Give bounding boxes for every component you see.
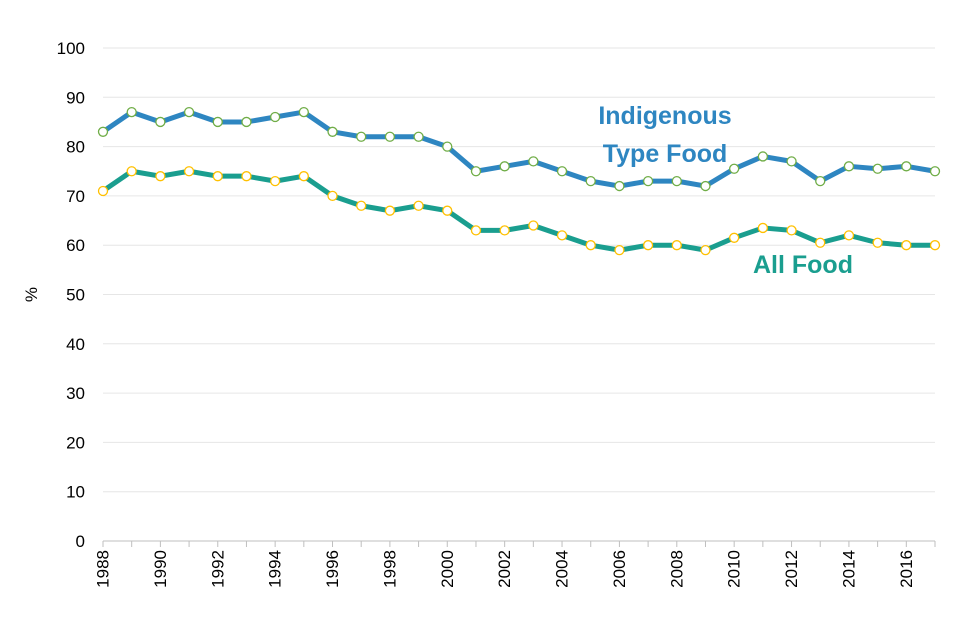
data-point xyxy=(499,225,510,236)
data-point xyxy=(872,237,883,248)
data-point xyxy=(929,240,941,251)
y-tick-label: 40 xyxy=(66,335,85,354)
data-point xyxy=(671,175,682,187)
data-point xyxy=(642,240,654,251)
series-all-food xyxy=(97,166,941,256)
x-tick-label: 2014 xyxy=(839,550,858,588)
x-tick-label: 1988 xyxy=(94,550,113,588)
data-point xyxy=(499,161,510,172)
series-labels: Indigenous Type Food All Food xyxy=(598,102,853,279)
data-point xyxy=(212,116,223,128)
x-tick-label: 2012 xyxy=(782,550,801,588)
data-point xyxy=(729,232,740,243)
data-point xyxy=(241,171,252,182)
data-point xyxy=(212,171,223,182)
data-point xyxy=(585,175,596,187)
series-line xyxy=(100,168,938,253)
data-point xyxy=(614,180,625,192)
data-point xyxy=(327,190,338,202)
data-point xyxy=(528,220,539,231)
data-point xyxy=(126,106,137,118)
data-point xyxy=(356,131,367,142)
data-point xyxy=(556,230,568,241)
data-point xyxy=(442,205,453,216)
x-tick-label: 2000 xyxy=(438,550,457,588)
data-point xyxy=(700,180,711,192)
data-point xyxy=(155,171,166,182)
y-axis-ticks: 0 10 20 30 40 50 60 70 80 90 100 xyxy=(57,39,85,551)
data-point xyxy=(97,126,109,137)
data-point xyxy=(786,225,797,236)
y-tick-label: 100 xyxy=(57,39,85,58)
data-point xyxy=(556,166,568,177)
data-point xyxy=(126,166,137,177)
x-tick-label: 1994 xyxy=(266,550,285,588)
data-point xyxy=(901,240,912,251)
y-tick-label: 60 xyxy=(66,236,85,255)
data-point xyxy=(929,166,941,177)
data-point xyxy=(442,141,453,152)
x-tick-label: 1998 xyxy=(380,550,399,588)
data-point xyxy=(901,161,912,172)
data-point xyxy=(413,131,424,142)
x-tick-label: 1996 xyxy=(323,550,342,588)
x-tick-label: 2016 xyxy=(897,550,916,588)
data-point xyxy=(815,237,826,248)
y-tick-label: 70 xyxy=(66,187,85,206)
data-point xyxy=(97,185,109,197)
data-point xyxy=(356,200,367,211)
data-point xyxy=(843,161,855,172)
data-point xyxy=(700,244,711,256)
x-tick-label: 1992 xyxy=(208,550,227,588)
x-tick-label: 2006 xyxy=(610,550,629,588)
data-point xyxy=(298,171,309,182)
data-point xyxy=(183,106,195,118)
y-tick-label: 80 xyxy=(66,138,85,157)
x-tick-label: 2004 xyxy=(553,550,572,588)
data-point xyxy=(269,111,281,123)
x-tick-label: 2010 xyxy=(725,550,744,588)
series-label: Type Food xyxy=(603,140,728,168)
series-indigenous-type-food xyxy=(97,106,941,192)
gridlines xyxy=(103,47,935,493)
y-tick-label: 10 xyxy=(66,483,85,502)
y-tick-label: 20 xyxy=(66,433,85,452)
data-point xyxy=(729,163,740,174)
y-tick-label: 0 xyxy=(76,532,85,551)
data-point xyxy=(298,106,309,118)
data-point xyxy=(786,156,797,167)
data-point xyxy=(528,156,539,167)
series-label: All Food xyxy=(753,251,853,279)
x-axis: 1988 1990 1992 1994 1996 1998 2000 2002 2004 2006… xyxy=(94,540,936,588)
x-tick-label: 2008 xyxy=(667,550,686,588)
data-point xyxy=(642,175,654,187)
series-label: Indigenous xyxy=(598,102,731,130)
x-tick-label: 1990 xyxy=(151,550,170,588)
data-point xyxy=(269,175,281,187)
data-point xyxy=(327,126,338,137)
data-point xyxy=(843,230,855,241)
series-group xyxy=(97,106,941,256)
y-axis-title: % xyxy=(22,287,41,302)
data-point xyxy=(155,116,166,128)
data-point xyxy=(241,116,252,128)
data-point xyxy=(757,222,769,234)
data-point xyxy=(384,205,396,216)
data-point xyxy=(413,200,424,211)
data-point xyxy=(585,240,596,251)
data-point xyxy=(815,175,826,187)
y-tick-label: 50 xyxy=(66,286,85,305)
data-point xyxy=(614,244,625,256)
data-point xyxy=(470,166,482,177)
data-point xyxy=(671,240,682,251)
data-point xyxy=(872,163,883,174)
data-point xyxy=(757,151,769,162)
data-point xyxy=(470,225,482,236)
y-tick-label: 90 xyxy=(66,88,85,107)
y-tick-label: 30 xyxy=(66,384,85,403)
data-point xyxy=(183,166,195,177)
data-point xyxy=(384,131,396,142)
x-tick-label: 2002 xyxy=(495,550,514,588)
